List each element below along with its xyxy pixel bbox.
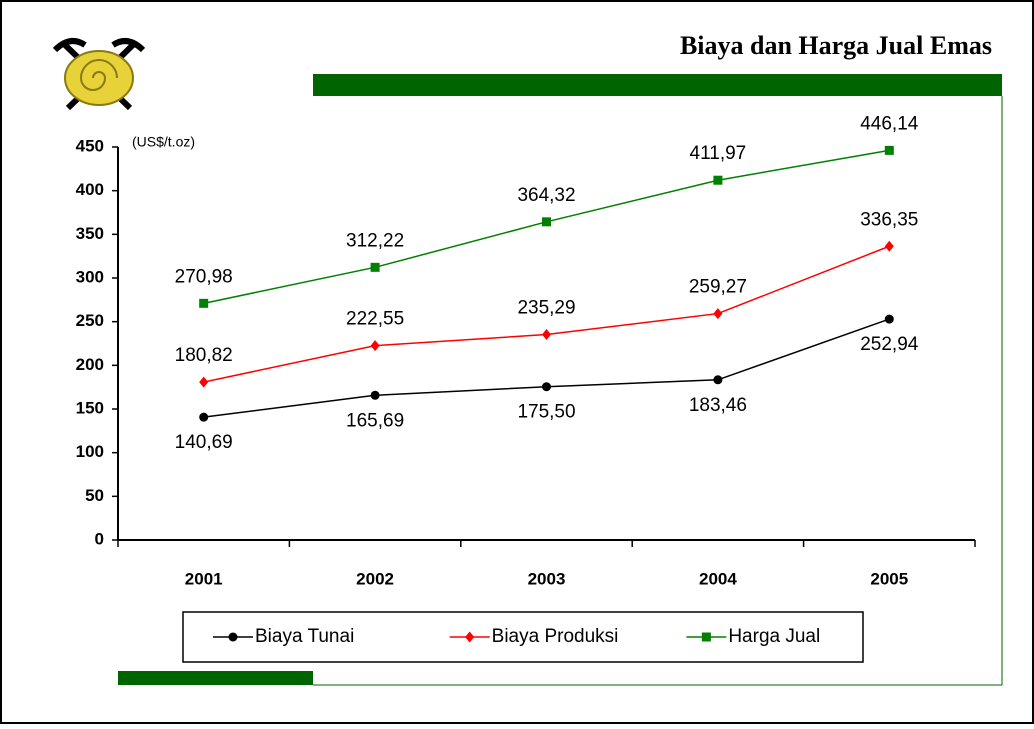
data-label: 446,14 — [860, 113, 919, 134]
marker — [465, 631, 475, 643]
y-tick-label: 0 — [95, 529, 104, 548]
x-tick-label: 2005 — [870, 569, 908, 588]
y-tick-label: 200 — [76, 355, 104, 374]
data-label: 235,29 — [517, 298, 575, 319]
data-label: 312,22 — [346, 230, 404, 251]
y-tick-label: 100 — [76, 442, 104, 461]
data-label: 183,46 — [689, 395, 747, 416]
legend: Biaya Tunai Biaya Produksi Harga Jual — [182, 611, 864, 663]
data-label: 175,50 — [517, 402, 575, 423]
data-label: 165,69 — [346, 410, 404, 431]
marker — [884, 314, 894, 324]
y-tick-label: 450 — [76, 136, 104, 155]
legend-label: Biaya Tunai — [255, 626, 354, 647]
top-bar — [313, 74, 1002, 96]
logo — [52, 38, 146, 111]
marker — [228, 632, 238, 642]
chart-title: Biaya dan Harga Jual Emas — [680, 31, 992, 60]
data-label: 222,55 — [346, 309, 404, 330]
y-tick-label: 300 — [76, 267, 104, 286]
marker — [542, 217, 551, 227]
legend-label: Biaya Produksi — [492, 626, 619, 647]
y-tick-label: 50 — [85, 486, 104, 505]
marker — [370, 262, 380, 272]
marker — [370, 390, 380, 400]
y-tick-label: 400 — [76, 180, 104, 199]
bottom-bar — [118, 671, 313, 685]
legend-label: Harga Jual — [728, 626, 820, 647]
data-label: 336,35 — [860, 209, 918, 230]
marker — [542, 382, 551, 392]
data-label: 140,69 — [175, 432, 233, 453]
marker — [199, 376, 209, 388]
marker — [199, 412, 209, 422]
x-tick-label: 2002 — [356, 569, 394, 588]
data-label: 411,97 — [690, 143, 747, 164]
data-label: 259,27 — [689, 277, 747, 298]
marker — [884, 240, 894, 252]
data-label: 364,32 — [517, 185, 575, 206]
marker — [713, 175, 723, 185]
legend-box — [182, 611, 864, 663]
y-axis-unit: (US$/t.oz) — [132, 134, 195, 150]
y-tick-label: 350 — [76, 224, 104, 243]
marker — [542, 329, 551, 341]
marker — [884, 145, 894, 155]
y-tick-label: 250 — [76, 311, 104, 330]
marker — [199, 298, 209, 308]
data-label: 252,94 — [860, 334, 919, 355]
data-label: 180,82 — [175, 345, 233, 366]
x-tick-label: 2004 — [699, 569, 737, 588]
x-tick-label: 2003 — [528, 569, 566, 588]
x-tick-label: 2001 — [185, 569, 223, 588]
marker — [370, 340, 380, 352]
marker — [713, 308, 723, 320]
data-label: 270,98 — [175, 266, 233, 287]
marker — [701, 632, 711, 642]
marker — [713, 375, 723, 385]
y-tick-label: 150 — [76, 398, 104, 417]
